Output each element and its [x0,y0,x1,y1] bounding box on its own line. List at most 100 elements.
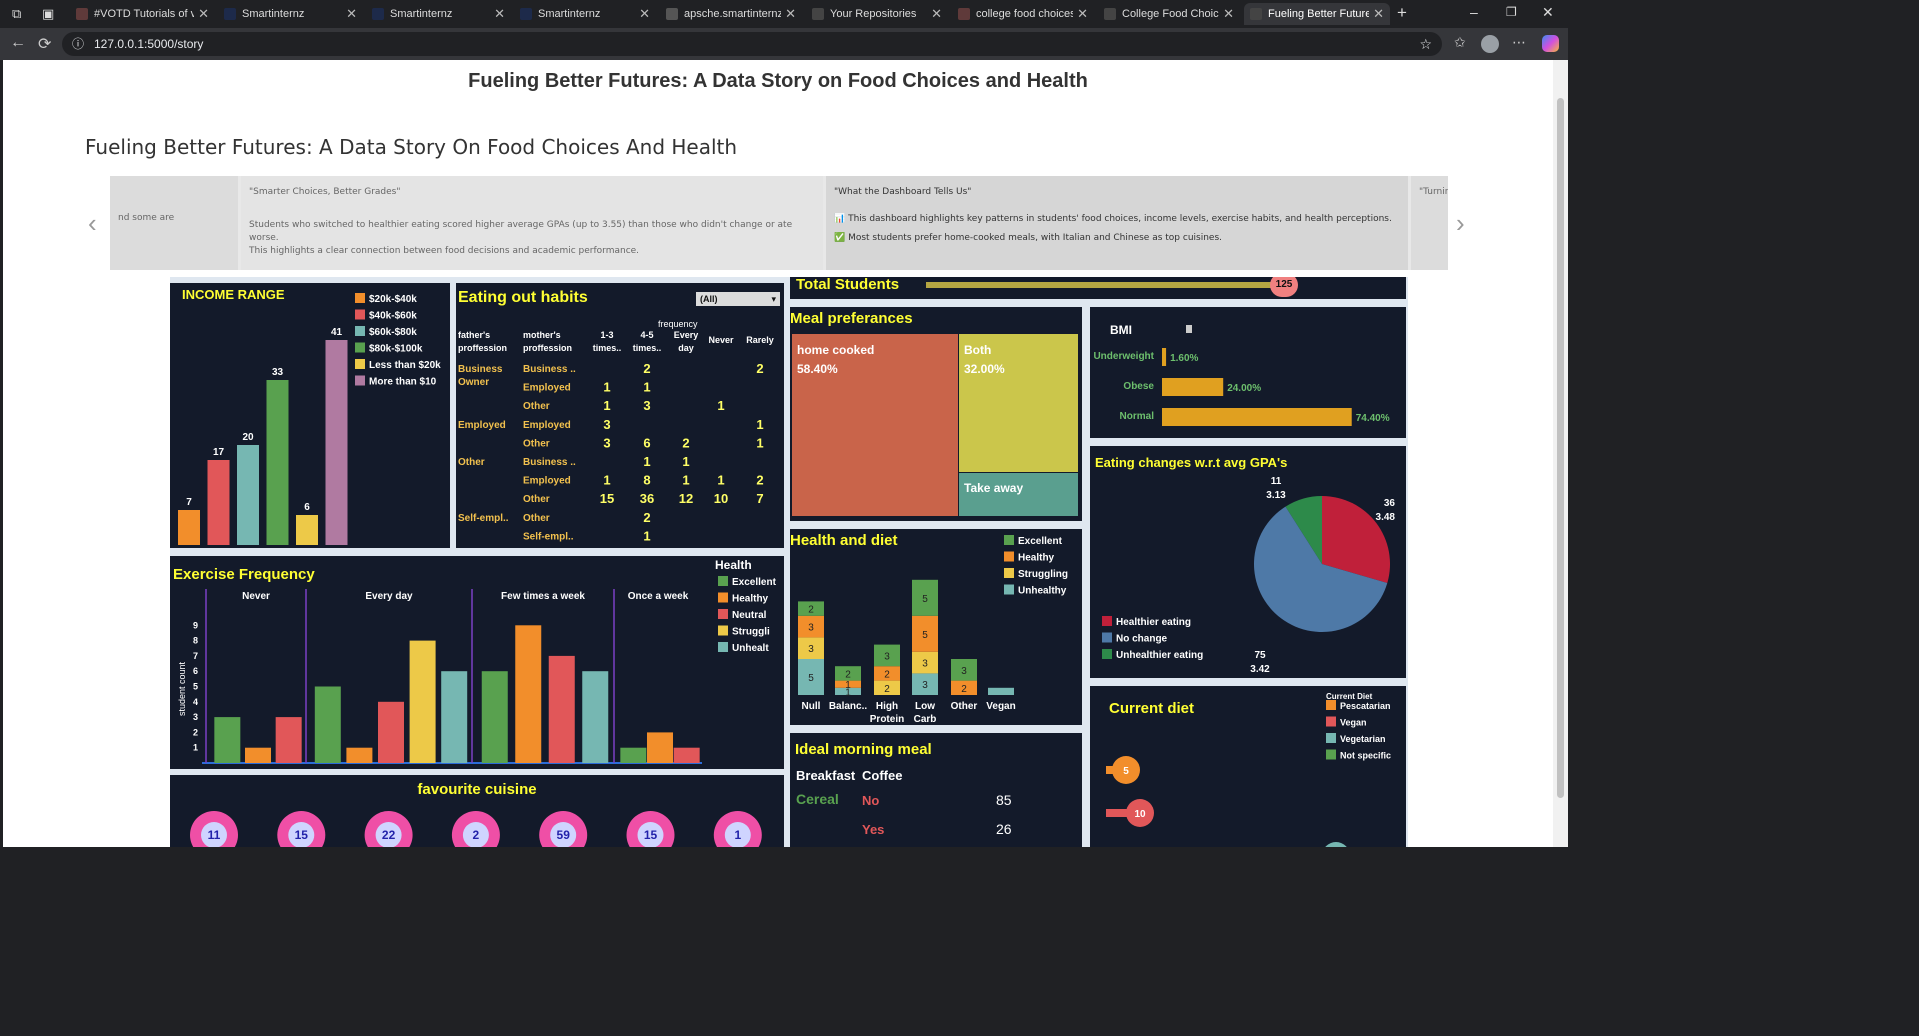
exercise-bar[interactable] [548,655,575,763]
close-window-button[interactable]: ✕ [1542,4,1554,20]
tab-close-icon[interactable]: ✕ [1077,6,1088,21]
income-legend-swatch[interactable] [355,309,365,320]
income-legend-swatch[interactable] [355,326,365,336]
favorite-star-icon[interactable]: ☆ [1419,36,1432,52]
tab-close-icon[interactable]: ✕ [931,6,942,21]
income-bar[interactable] [266,380,289,545]
exercise-bar[interactable] [378,701,404,763]
exercise-legend-swatch[interactable] [718,609,728,619]
tab-close-icon[interactable]: ✕ [346,6,357,21]
exercise-bar[interactable] [582,671,609,763]
tab-close-icon[interactable]: ✕ [639,6,650,21]
marital-status-filter[interactable]: (All) ▾ [696,292,780,306]
current-diet-bubble[interactable] [1112,756,1140,784]
health-diet-legend-swatch[interactable] [1004,584,1014,595]
browser-tab[interactable]: Smartinternz ✕ [514,3,656,25]
income-bar[interactable] [237,445,259,545]
health-diet-bar[interactable] [798,615,824,638]
gpa-pie-slice[interactable] [1285,496,1322,564]
bmi-bar[interactable] [1162,348,1167,366]
current-diet-legend-swatch[interactable] [1326,749,1336,760]
health-diet-bar[interactable] [798,637,824,659]
exercise-legend-swatch[interactable] [718,592,728,603]
story-point-1[interactable]: "Smarter Choices, Better Grades" Student… [241,176,823,270]
health-diet-bar[interactable] [798,659,824,695]
health-diet-bar[interactable] [835,666,861,681]
health-diet-bar[interactable] [874,680,900,695]
treemap-both[interactable]: Both 32.00% [959,334,1078,472]
income-legend-swatch[interactable] [355,359,365,369]
exercise-bar[interactable] [441,671,468,763]
page-scrollbar[interactable] [1553,60,1568,847]
income-legend-swatch[interactable] [355,293,365,303]
exercise-bar[interactable] [314,686,341,764]
browser-tab[interactable]: Smartinternz ✕ [218,3,363,25]
minimize-button[interactable]: – [1470,4,1478,20]
health-diet-bar[interactable] [874,644,900,667]
story-point-0[interactable]: nd some are [110,176,238,270]
income-bar[interactable] [325,340,348,545]
cuisine-bubble-inner[interactable] [201,822,227,847]
reload-icon[interactable]: ⟳ [38,36,52,53]
exercise-bar[interactable] [275,717,302,763]
cuisine-bubble-inner[interactable] [375,822,402,847]
exercise-bar[interactable] [481,671,508,763]
gpa-legend-swatch[interactable] [1102,632,1112,643]
tab-actions-icon[interactable]: ▣ [42,6,55,21]
health-diet-bar[interactable] [912,673,938,695]
income-bar[interactable] [178,510,200,545]
maximize-button[interactable]: ❐ [1506,5,1517,19]
health-diet-legend-swatch[interactable] [1004,551,1014,562]
current-diet-legend-swatch[interactable] [1326,716,1336,727]
exercise-bar[interactable] [647,732,673,763]
health-diet-legend-swatch[interactable] [1004,568,1014,578]
tab-close-icon[interactable]: ✕ [1373,6,1384,21]
exercise-legend-swatch[interactable] [718,625,728,636]
exercise-bar[interactable] [620,747,647,763]
exercise-bar[interactable] [515,625,542,763]
exercise-bar[interactable] [409,640,436,763]
browser-tab[interactable]: Fueling Better Futures ✕ [1244,3,1390,25]
cuisine-bubble-inner[interactable] [724,822,751,847]
health-diet-bar[interactable] [874,666,900,681]
current-diet-legend-swatch[interactable] [1326,700,1336,710]
health-diet-bar[interactable] [912,651,938,674]
exercise-legend-swatch[interactable] [718,642,728,652]
treemap-take-away[interactable]: Take away [959,473,1078,516]
current-diet-bubble[interactable] [1322,842,1350,847]
workspaces-icon[interactable]: ⧉ [12,6,22,21]
current-diet-bubble[interactable] [1126,799,1154,827]
new-tab-button[interactable]: + [1397,3,1407,22]
browser-tab[interactable]: Smartinternz ✕ [366,3,511,25]
next-arrow-icon[interactable]: › [1456,208,1465,238]
tab-close-icon[interactable]: ✕ [198,6,209,21]
health-diet-bar[interactable] [912,615,938,652]
back-icon[interactable]: ← [10,34,26,51]
browser-tab[interactable]: college food choices c✕ [952,3,1094,25]
story-point-2-active[interactable]: "What the Dashboard Tells Us" 📊 This das… [826,176,1408,270]
cuisine-bubble-inner[interactable] [550,822,577,847]
exercise-bar[interactable] [673,747,700,763]
tab-close-icon[interactable]: ✕ [785,6,796,21]
income-bar[interactable] [296,515,318,545]
bmi-filter-icon[interactable] [1186,325,1192,333]
gpa-legend-swatch[interactable] [1102,616,1112,626]
exercise-legend-swatch[interactable] [718,576,728,586]
current-diet-legend-swatch[interactable] [1326,733,1336,743]
browser-tab[interactable]: College Food Choices ✕ [1098,3,1240,25]
bmi-bar[interactable] [1162,378,1224,396]
bmi-bar[interactable] [1162,408,1352,426]
copilot-icon[interactable] [1542,35,1559,52]
url-input[interactable]: ⓘ 127.0.0.1:5000/story ☆ [62,32,1442,56]
gpa-pie-slice[interactable] [1322,496,1390,584]
gpa-legend-swatch[interactable] [1102,649,1112,659]
scroll-thumb[interactable] [1557,98,1564,798]
profile-avatar[interactable] [1481,35,1499,53]
menu-icon[interactable]: ⋯ [1512,34,1526,50]
health-diet-bar[interactable] [951,680,977,695]
tab-close-icon[interactable]: ✕ [494,6,505,21]
income-bar[interactable] [207,460,230,545]
income-legend-swatch[interactable] [355,375,365,386]
exercise-bar[interactable] [245,747,271,763]
tab-close-icon[interactable]: ✕ [1223,6,1234,21]
